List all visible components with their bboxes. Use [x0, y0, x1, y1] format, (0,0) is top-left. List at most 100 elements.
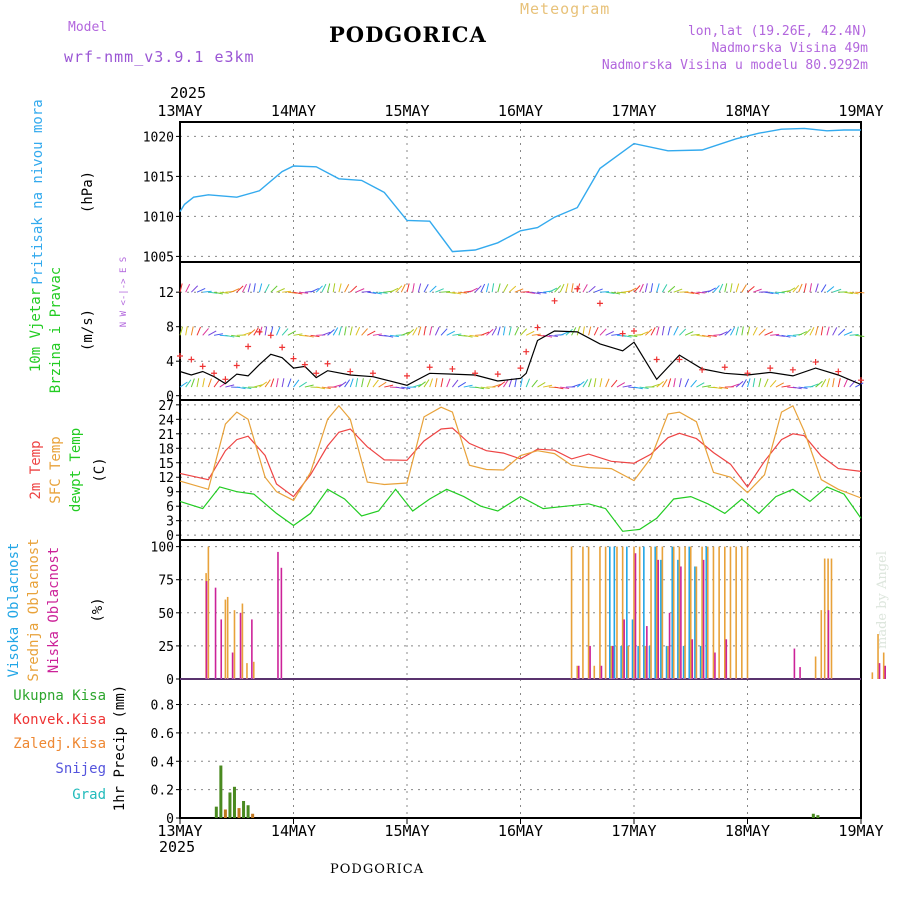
wind-vector — [412, 283, 415, 293]
model-elevation-label: Nadmorska Visina u modelu 80.9292m — [601, 58, 868, 73]
wind-vector — [741, 284, 747, 293]
y-tick-label: 0.8 — [151, 699, 174, 714]
wind-vector — [395, 386, 405, 390]
wind-vector — [338, 326, 342, 336]
wind-vector — [565, 283, 569, 293]
panel-frame-precip — [179, 678, 862, 819]
wind-vector — [775, 334, 785, 337]
wind-vector — [820, 284, 827, 293]
wind-vector — [730, 327, 736, 336]
precip-bar — [242, 800, 246, 818]
wind-vector — [378, 381, 387, 388]
year-top: 2025 — [170, 84, 207, 102]
wind-vector — [696, 334, 706, 337]
wind-vector — [713, 386, 723, 390]
wind-vector — [270, 285, 278, 293]
wind-vector — [508, 326, 512, 336]
wind-vector — [531, 379, 538, 388]
wind-vector — [599, 328, 607, 336]
wind-vector — [679, 328, 687, 336]
wind-vector — [667, 326, 671, 336]
wind-vector — [196, 287, 206, 293]
wind-unit: (m/s) — [80, 309, 96, 351]
wind-vector — [423, 284, 429, 293]
wind-vector — [282, 290, 292, 293]
wind-vector — [639, 331, 649, 336]
wind-vector — [372, 291, 382, 295]
wind-vector — [690, 379, 697, 388]
gust-marker — [177, 353, 183, 360]
wind-vector — [429, 326, 433, 336]
wind-axis-title-2: Brzina i Pravac — [48, 267, 64, 393]
wind-vector — [605, 378, 610, 388]
wind-vector — [190, 326, 194, 336]
wind-vector — [820, 379, 827, 388]
precip-bar — [219, 765, 223, 818]
gust-marker — [631, 328, 637, 334]
wind-vector — [707, 334, 717, 337]
wind-vector — [270, 378, 275, 388]
wind-vector — [514, 378, 517, 388]
gust-marker — [744, 370, 751, 377]
precip-bar — [246, 805, 250, 818]
wind-vector — [770, 291, 780, 295]
date-tick-top: 14MAY — [271, 102, 316, 120]
y-tick-label: 100 — [151, 541, 174, 556]
gust-marker — [199, 363, 206, 370]
wind-vector — [344, 326, 347, 336]
wind-vector — [588, 285, 596, 293]
y-tick-label: 1010 — [143, 210, 174, 225]
wind-vector — [463, 384, 473, 388]
wind-vector — [349, 378, 354, 388]
wind-vector — [258, 283, 263, 293]
wind-vector — [826, 286, 835, 293]
gust-marker — [812, 359, 819, 366]
wind-vector — [440, 378, 444, 388]
wind-vector — [196, 326, 202, 336]
wind-vector — [475, 386, 485, 390]
wind-vector — [729, 283, 733, 293]
wind-vector — [190, 378, 195, 388]
wind-vector — [815, 283, 819, 293]
wind-vector — [832, 327, 838, 336]
footer-station: PODGORICA — [330, 862, 425, 877]
wind-vector — [401, 386, 411, 390]
wind-vector — [803, 283, 807, 293]
wind-vector — [213, 291, 223, 295]
gust-marker — [347, 368, 354, 375]
wind-vector — [798, 386, 808, 389]
date-tick-top: 18MAY — [725, 102, 770, 120]
wind-vector — [724, 283, 728, 293]
wind-vector — [520, 328, 528, 336]
wind-vector — [758, 378, 762, 388]
wind-vector — [832, 378, 835, 388]
y-tick-label: 1020 — [143, 130, 174, 145]
wind-vector — [673, 327, 679, 336]
wind-vector — [644, 283, 648, 293]
wind-vector — [304, 334, 314, 338]
wind-vector — [764, 331, 773, 336]
wind-vector — [179, 283, 183, 293]
wind-vector — [230, 288, 240, 293]
precip-legend-item: Ukupna Kisa — [13, 688, 106, 704]
wind-vector — [434, 326, 440, 336]
wind-vector — [656, 381, 665, 388]
y-tick-label: 24 — [158, 413, 174, 428]
wind-vector — [361, 378, 364, 388]
wind-vector — [293, 291, 303, 295]
wind-vector — [702, 334, 712, 338]
wind-vector — [412, 384, 422, 388]
gust-marker — [835, 368, 842, 375]
wind-vector — [690, 291, 700, 295]
gust-marker — [596, 300, 603, 307]
wind-vector — [650, 327, 656, 336]
date-tick-top: 16MAY — [498, 102, 543, 120]
wind-vector — [276, 288, 285, 293]
y-tick-label: 18 — [158, 442, 174, 457]
wind-vector — [196, 378, 200, 388]
wind-vector — [429, 378, 434, 388]
wind-vector — [480, 283, 486, 293]
wind-vector — [474, 285, 482, 293]
wind-vector — [645, 328, 653, 336]
wind-vector — [656, 283, 660, 293]
